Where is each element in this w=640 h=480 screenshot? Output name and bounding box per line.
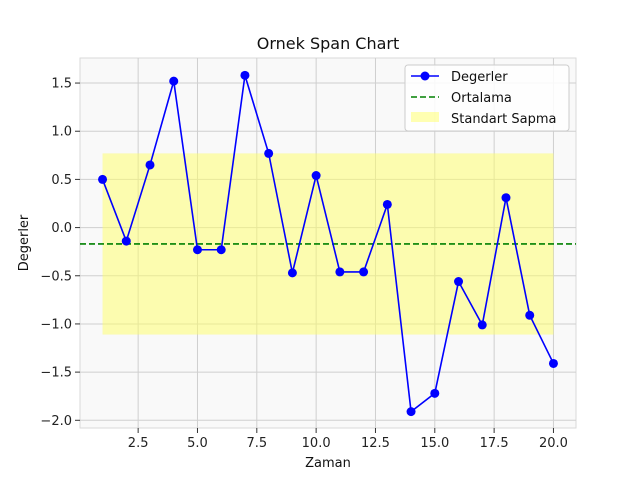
legend-band-swatch <box>411 112 439 122</box>
x-tick-label: 5.0 <box>187 436 208 451</box>
data-point <box>406 407 416 417</box>
x-tick-label: 2.5 <box>128 436 149 451</box>
y-tick-label: 0.0 <box>51 221 72 236</box>
y-tick-label: −1.0 <box>40 317 72 332</box>
data-point <box>548 358 558 368</box>
data-point <box>121 236 131 246</box>
x-axis-label: Zaman <box>305 456 351 471</box>
legend-series-marker <box>420 71 430 81</box>
data-point <box>335 267 345 277</box>
data-point <box>359 267 369 277</box>
data-point <box>192 245 202 255</box>
data-point <box>454 277 464 287</box>
legend-mean-label: Ortalama <box>451 91 512 106</box>
data-point <box>145 160 155 170</box>
x-tick-label: 12.5 <box>361 436 390 451</box>
data-point <box>382 199 392 209</box>
y-axis-label: Degerler <box>17 214 32 271</box>
data-point <box>525 310 535 320</box>
legend-box <box>404 64 570 132</box>
data-point <box>501 193 511 203</box>
data-point <box>311 171 321 181</box>
y-tick-label: 1.5 <box>51 77 72 92</box>
legend-series-label: Degerler <box>451 70 508 85</box>
data-point <box>477 320 487 330</box>
data-point <box>287 268 297 278</box>
y-ticks: 1.5 1.0 0.5 0.0 −0.5 −1.0 −1.5 −2.0 <box>40 77 80 429</box>
legend: Degerler Ortalama Standart Sapma <box>404 64 570 132</box>
x-tick-label: 15.0 <box>420 436 449 451</box>
y-tick-label: 0.5 <box>51 173 72 188</box>
data-point <box>98 174 108 184</box>
data-point <box>430 388 440 398</box>
x-tick-label: 17.5 <box>480 436 509 451</box>
data-point <box>169 76 179 86</box>
chart-title: Ornek Span Chart <box>257 34 400 53</box>
data-point <box>216 245 226 255</box>
x-tick-label: 20.0 <box>539 436 568 451</box>
x-tick-label: 7.5 <box>246 436 267 451</box>
legend-band-label: Standart Sapma <box>451 112 556 127</box>
series-line <box>101 75 555 414</box>
y-tick-label: −2.0 <box>40 414 72 429</box>
data-point <box>264 148 274 158</box>
data-point <box>240 70 250 80</box>
y-tick-label: 1.0 <box>51 125 72 140</box>
y-tick-label: −0.5 <box>40 269 72 284</box>
series-layer <box>98 70 558 417</box>
x-ticks: 2.5 5.0 7.5 10.0 12.5 15.0 17.5 20.0 <box>128 428 568 451</box>
y-tick-label: −1.5 <box>40 366 72 381</box>
x-tick-label: 10.0 <box>302 436 331 451</box>
